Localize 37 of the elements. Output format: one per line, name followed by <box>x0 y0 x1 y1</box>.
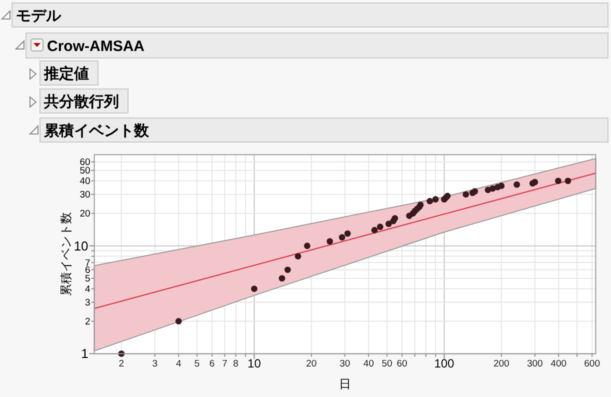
x-tick-label: 300 <box>526 358 543 370</box>
x-tick-label: 60 <box>396 358 408 370</box>
x-tick-label: 20 <box>306 358 317 370</box>
y-tick-label: 50 <box>80 166 90 177</box>
x-tick-label: 100 <box>434 356 455 371</box>
y-tick-label: 3 <box>85 297 90 308</box>
y-tick-label: 60 <box>80 157 90 168</box>
chart-title: 累積イベント数 <box>43 122 150 140</box>
y-tick-label: 10 <box>74 238 88 254</box>
x-tick-label: 400 <box>550 358 567 370</box>
x-tick-label: 50 <box>382 358 392 370</box>
y-tick-label: 4 <box>85 284 90 295</box>
x-tick-label: 30 <box>340 358 350 370</box>
x-tick-label: 40 <box>363 358 374 370</box>
x-tick-label: 6 <box>209 358 215 370</box>
x-tick-label: 10 <box>248 356 262 371</box>
text: Crow-AMSAA <box>47 38 145 55</box>
x-tick-label: 600 <box>584 358 600 370</box>
text: モデル <box>16 8 62 24</box>
y-tick-label: 1 <box>81 346 88 362</box>
y-tick-label: 30 <box>80 190 90 201</box>
x-tick-label: 4 <box>176 358 182 370</box>
x-axis-title: 日 <box>339 377 351 391</box>
y-tick-label: 6 <box>85 264 90 276</box>
x-tick-label: 200 <box>493 358 510 370</box>
x-tick-label: 8 <box>233 358 238 370</box>
y-axis-title: 累積イベント数 <box>59 212 73 296</box>
x-tick-label: 2 <box>118 358 124 370</box>
y-tick-label: 40 <box>80 176 90 188</box>
x-tick-label: 3 <box>152 358 158 370</box>
text: 共分散行列 <box>43 94 119 110</box>
y-tick-label: 5 <box>85 274 90 285</box>
x-tick-label: 5 <box>194 358 200 370</box>
text: 推定値 <box>43 64 89 82</box>
y-tick-label: 20 <box>80 208 90 220</box>
x-tick-label: 7 <box>222 358 228 370</box>
y-tick-label: 2 <box>85 316 90 328</box>
